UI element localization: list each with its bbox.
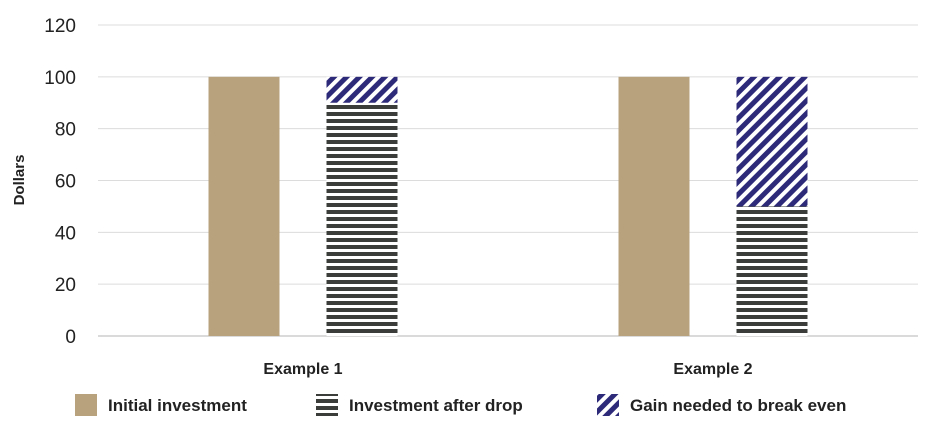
y-tick-label: 0 (65, 327, 76, 348)
x-category-label: Example 1 (263, 361, 342, 378)
bar-gain-needed-to-break-even (326, 76, 398, 103)
legend-label: Gain needed to break even (630, 396, 846, 415)
legend-swatch (597, 394, 619, 416)
y-tick-label: 120 (44, 16, 76, 37)
y-tick-label: 40 (55, 223, 76, 244)
x-category-label: Example 2 (673, 361, 752, 378)
legend-label: Investment after drop (349, 396, 523, 415)
axes: 0 20 40 60 80 100 120 Example 1 Example 2 (44, 16, 752, 378)
legend-swatch (316, 394, 338, 416)
bar-investment-after-drop (736, 206, 808, 336)
bar-initial-investment (208, 76, 280, 336)
legend-label: Initial investment (108, 396, 247, 415)
y-tick-label: 20 (55, 275, 76, 296)
bars (208, 76, 808, 336)
y-tick-label: 80 (55, 120, 76, 141)
y-axis-label: Dollars (11, 155, 28, 206)
bar-gain-needed-to-break-even (736, 76, 808, 207)
y-tick-label: 60 (55, 172, 76, 193)
y-tick-label: 100 (44, 68, 76, 89)
legend-swatch (75, 394, 97, 416)
legend: Initial investment Investment after drop G… (75, 394, 846, 416)
bar-initial-investment (618, 76, 690, 336)
bar-investment-after-drop (326, 102, 398, 336)
